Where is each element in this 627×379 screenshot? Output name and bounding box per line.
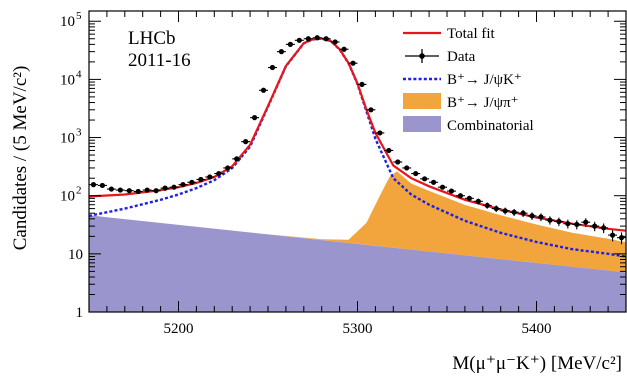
y-tick-label: 10 bbox=[60, 72, 75, 88]
data-point bbox=[438, 184, 447, 190]
data-point bbox=[500, 207, 510, 215]
data-point bbox=[330, 39, 340, 45]
data-point bbox=[312, 35, 322, 41]
series-layer bbox=[88, 37, 627, 312]
legend-misid-swatch bbox=[403, 93, 441, 109]
data-point bbox=[518, 209, 528, 218]
data-point bbox=[187, 179, 197, 185]
data-point bbox=[429, 179, 439, 185]
data-point bbox=[491, 205, 501, 213]
data-point bbox=[160, 185, 170, 191]
data-point bbox=[178, 182, 188, 188]
data-point bbox=[303, 36, 313, 42]
y-tick-label: 10 bbox=[60, 189, 75, 205]
data-point bbox=[482, 202, 492, 209]
y-tick-exponent: 5 bbox=[76, 10, 82, 22]
y-tick-label: 1 bbox=[76, 305, 84, 321]
data-point bbox=[196, 176, 206, 183]
y-tick-exponent: 2 bbox=[76, 185, 82, 197]
x-tick-label: 5200 bbox=[164, 321, 194, 337]
data-point bbox=[420, 176, 430, 182]
data-point bbox=[250, 115, 260, 121]
data-point bbox=[285, 41, 295, 47]
data-point bbox=[608, 230, 618, 242]
data-point bbox=[115, 187, 125, 193]
y-axis-title: Candidates / (5 MeV/c²) bbox=[10, 66, 31, 251]
y-tick-exponent: 4 bbox=[76, 68, 82, 80]
data-point bbox=[223, 165, 233, 171]
combinatorial-area bbox=[89, 215, 626, 312]
data-point bbox=[581, 218, 591, 227]
data-point bbox=[205, 174, 215, 180]
data-point bbox=[214, 170, 224, 177]
data-point bbox=[464, 195, 474, 202]
legend-comb-label: Combinatorial bbox=[447, 118, 534, 134]
data-point bbox=[366, 107, 376, 113]
data-point bbox=[151, 188, 161, 194]
y-tick-label: 10 bbox=[60, 131, 75, 147]
data-point bbox=[536, 213, 546, 222]
x-tick-label: 5300 bbox=[343, 321, 373, 337]
data-point bbox=[106, 186, 116, 192]
data-point bbox=[357, 81, 367, 88]
period-label: 2011-16 bbox=[128, 50, 191, 71]
y-tick-label: 10 bbox=[68, 247, 83, 263]
data-point bbox=[527, 212, 537, 220]
misid-area bbox=[89, 171, 626, 273]
legend-data-swatch bbox=[405, 49, 439, 63]
legend-total-label: Total fit bbox=[447, 26, 496, 42]
legend-comb-swatch bbox=[403, 116, 441, 132]
data-point bbox=[232, 156, 242, 162]
data-point bbox=[455, 193, 465, 199]
data-point bbox=[509, 208, 519, 216]
data-point bbox=[142, 187, 152, 193]
data-point bbox=[97, 182, 107, 189]
data-point bbox=[375, 130, 385, 136]
data-points-layer bbox=[89, 35, 626, 245]
legend-signal-label: B⁺→ J/ψK⁺ bbox=[447, 72, 522, 88]
data-point bbox=[268, 64, 277, 71]
signal-curve bbox=[88, 37, 627, 258]
experiment-label: LHCb bbox=[128, 28, 176, 49]
data-point bbox=[276, 49, 286, 55]
data-point bbox=[133, 188, 143, 195]
data-point bbox=[393, 159, 403, 165]
legend-data-label: Data bbox=[447, 49, 476, 65]
data-point bbox=[572, 220, 582, 230]
y-tick-exponent: 3 bbox=[76, 127, 82, 139]
data-point bbox=[411, 170, 421, 177]
data-point bbox=[294, 37, 304, 43]
data-point bbox=[259, 87, 268, 93]
data-point bbox=[447, 188, 456, 194]
data-point bbox=[339, 46, 349, 52]
data-point bbox=[89, 182, 98, 188]
data-point bbox=[124, 188, 134, 194]
data-point bbox=[241, 139, 251, 145]
y-tick-label: 10 bbox=[60, 14, 75, 30]
x-axis-title: M(μ⁺μ⁻K⁺) [MeV/c²] bbox=[452, 353, 622, 374]
data-point bbox=[402, 165, 412, 171]
data-point bbox=[169, 184, 179, 190]
data-point bbox=[321, 36, 331, 42]
x-tick-label: 5400 bbox=[522, 321, 552, 337]
data-point bbox=[599, 223, 609, 234]
data-point bbox=[563, 219, 573, 229]
data-point bbox=[348, 60, 358, 66]
data-point bbox=[590, 221, 600, 232]
data-point bbox=[473, 198, 483, 205]
data-point bbox=[554, 217, 564, 227]
legend: Total fit Data B⁺→ J/ψK⁺ B⁺→ J/ψπ⁺ Combi… bbox=[403, 26, 534, 134]
data-point bbox=[384, 147, 394, 154]
data-point bbox=[545, 216, 555, 225]
legend-misid-label: B⁺→ J/ψπ⁺ bbox=[447, 95, 519, 111]
